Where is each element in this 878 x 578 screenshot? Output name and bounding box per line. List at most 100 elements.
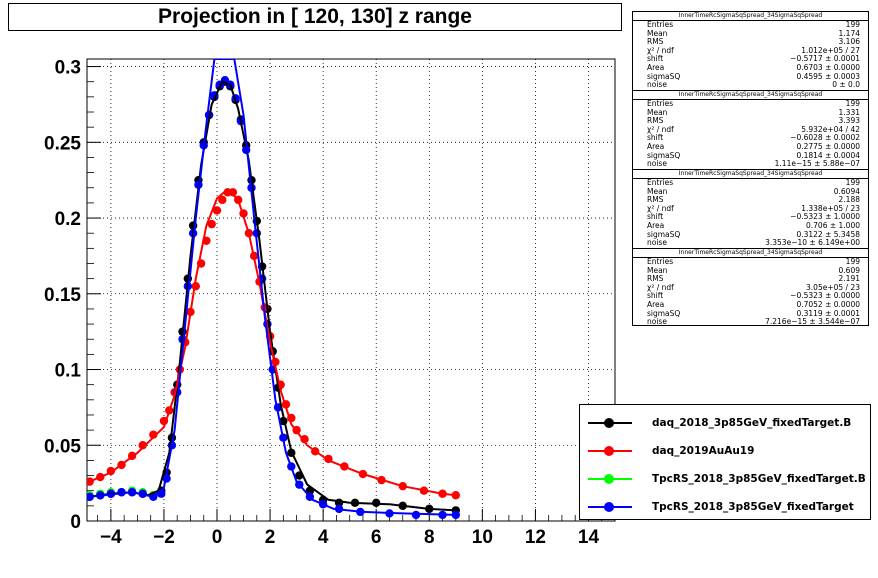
stats-label: χ² / ndf: [647, 282, 674, 292]
stats-value: −0.5717 ± 0.0001: [790, 54, 860, 64]
stats-box-title: InnerTimeRcSigmaSqSpread_34SigmaSqSpread: [633, 91, 868, 100]
x-tick-label: 10: [472, 527, 493, 548]
stats-box-title: InnerTimeRcSigmaSqSpread_34SigmaSqSpread: [633, 170, 868, 179]
stats-label: noise: [647, 238, 667, 248]
stats-label: sigmaSQ: [647, 308, 681, 318]
stats-row: RMS 2.191: [633, 275, 868, 284]
legend-entry-daq-2018: daq_2018_3p85GeV_fixedTarget.B: [580, 412, 870, 434]
stats-label: χ² / ndf: [647, 203, 674, 213]
x-tick-label: 4: [318, 527, 329, 548]
data-point: [149, 430, 158, 439]
stats-row: Entries 199: [633, 20, 868, 30]
stats-row: noise 3.353e−10 ± 6.149e+00: [633, 239, 868, 248]
fit-curve: [89, 59, 456, 516]
stats-value: 3.05e+05 / 23: [806, 282, 860, 292]
stats-label: shift: [647, 133, 664, 143]
y-tick-label: 0.05: [44, 436, 81, 457]
stats-row: sigmaSQ 0.3122 ± 5.3458: [633, 230, 868, 240]
legend-label: daq_2019AuAu19: [652, 445, 755, 457]
stats-label: Entries: [647, 20, 674, 29]
stats-row: RMS 3.106: [633, 38, 868, 47]
stats-value: 199: [845, 20, 860, 29]
x-tick-label: −2: [153, 527, 175, 548]
stats-row: sigmaSQ 0.1814 ± 0.0004: [633, 150, 868, 161]
stats-row: Entries 199: [633, 99, 868, 109]
stats-row: Area 0.7052 ± 0.0000: [633, 299, 868, 310]
y-tick-label: 0.3: [55, 58, 81, 79]
stats-row: Mean 0.609: [633, 266, 868, 276]
stats-box: InnerTimeRcSigmaSqSpread_34SigmaSqSpread…: [632, 11, 869, 91]
chart-title: Projection in [ 120, 130] z range: [8, 3, 622, 31]
stats-box: InnerTimeRcSigmaSqSpread_34SigmaSqSpread…: [632, 169, 869, 249]
stats-value: 0.6703 ± 0.0000: [796, 62, 860, 72]
stats-row: Area 0.6703 ± 0.0000: [633, 62, 868, 73]
stats-row: Entries 199: [633, 178, 868, 188]
stats-value: −0.6028 ± 0.0002: [790, 133, 860, 143]
stats-row: sigmaSQ 0.3119 ± 0.0001: [633, 308, 868, 319]
stats-row: Mean 1.174: [633, 28, 868, 39]
stats-label: noise: [647, 317, 667, 327]
stats-value: 7.216e−15 ± 3.544e−07: [765, 317, 860, 327]
legend-marker-blue: [588, 496, 632, 518]
stats-label: Entries: [647, 178, 674, 187]
x-tick-label: −4: [100, 527, 122, 548]
stats-value: −0.5323 ± 1.0000: [790, 212, 860, 222]
stats-value: 0.4595 ± 0.0003: [796, 71, 860, 81]
legend-entry-tpcrs: TpcRS_2018_3p85GeV_fixedTarget: [580, 496, 870, 518]
stats-row: χ² / ndf 5.932e+04 / 42: [633, 124, 868, 135]
stats-row: RMS 3.393: [633, 117, 868, 126]
x-tick-label: 2: [265, 527, 276, 548]
stats-label: RMS: [647, 37, 664, 47]
stats-label: shift: [647, 291, 664, 301]
legend-label: daq_2018_3p85GeV_fixedTarget.B: [652, 417, 852, 429]
stats-row: noise 0 ± 0.0: [633, 81, 868, 90]
stats-label: shift: [647, 212, 664, 222]
stats-value: 1.11e−15 ± 5.88e−07: [774, 159, 860, 169]
stats-value: 0.7052 ± 0.0000: [796, 299, 860, 309]
fit-curve: [89, 80, 456, 512]
stats-value: 199: [845, 178, 860, 187]
stats-value: −0.5323 ± 0.0000: [790, 291, 860, 301]
y-tick-label: 0.15: [44, 285, 81, 306]
data-point: [451, 510, 461, 520]
stats-label: χ² / ndf: [647, 124, 674, 134]
stats-label: Mean: [647, 28, 668, 38]
stats-value: 199: [845, 257, 860, 266]
data-point: [207, 219, 216, 229]
stats-label: Mean: [647, 186, 668, 196]
stats-value: 3.353e−10 ± 6.149e+00: [765, 238, 860, 248]
stats-box-title: InnerTimeRcSigmaSqSpread_34SigmaSqSpread: [633, 12, 868, 21]
data-point: [300, 435, 309, 444]
stats-row: χ² / ndf 1.012e+05 / 27: [633, 45, 868, 56]
stats-row: shift −0.5323 ± 1.0000: [633, 213, 868, 222]
stats-row: shift −0.5717 ± 0.0001: [633, 55, 868, 64]
stats-row: noise 7.216e−15 ± 3.544e−07: [633, 318, 868, 327]
stats-label: Entries: [647, 257, 674, 266]
stats-value: 199: [845, 99, 860, 108]
stats-box: InnerTimeRcSigmaSqSpread_34SigmaSqSpread…: [632, 248, 869, 326]
stats-value: 5.932e+04 / 42: [801, 124, 860, 134]
stats-value: 3.106: [838, 37, 860, 47]
legend: daq_2018_3p85GeV_fixedTarget.B daq_2019A…: [579, 404, 871, 520]
stats-label: Area: [647, 62, 665, 72]
stats-value: 1.012e+05 / 27: [801, 45, 860, 55]
legend-marker-red: [588, 440, 632, 462]
stats-box: InnerTimeRcSigmaSqSpread_34SigmaSqSpread…: [632, 90, 869, 170]
x-tick-label: 0: [212, 527, 223, 548]
stats-label: RMS: [647, 116, 664, 126]
stats-value: 2.188: [838, 195, 860, 205]
stats-value: 0.2775 ± 0.0000: [796, 141, 860, 151]
legend-label: TpcRS_2018_3p85GeV_fixedTarget.B: [652, 473, 866, 485]
y-tick-label: 0.25: [44, 133, 81, 154]
x-tick-label: 12: [525, 527, 546, 548]
stats-row: shift −0.5323 ± 0.0000: [633, 292, 868, 301]
y-tick-label: 0.1: [55, 361, 82, 382]
legend-entry-tpcrs-b: TpcRS_2018_3p85GeV_fixedTarget.B: [580, 468, 870, 490]
y-tick-label: 0.2: [55, 209, 81, 230]
data-point: [138, 441, 147, 450]
legend-marker-black: [588, 412, 632, 434]
data-point: [218, 195, 227, 205]
stats-label: sigmaSQ: [647, 150, 681, 160]
data-point: [212, 206, 222, 215]
